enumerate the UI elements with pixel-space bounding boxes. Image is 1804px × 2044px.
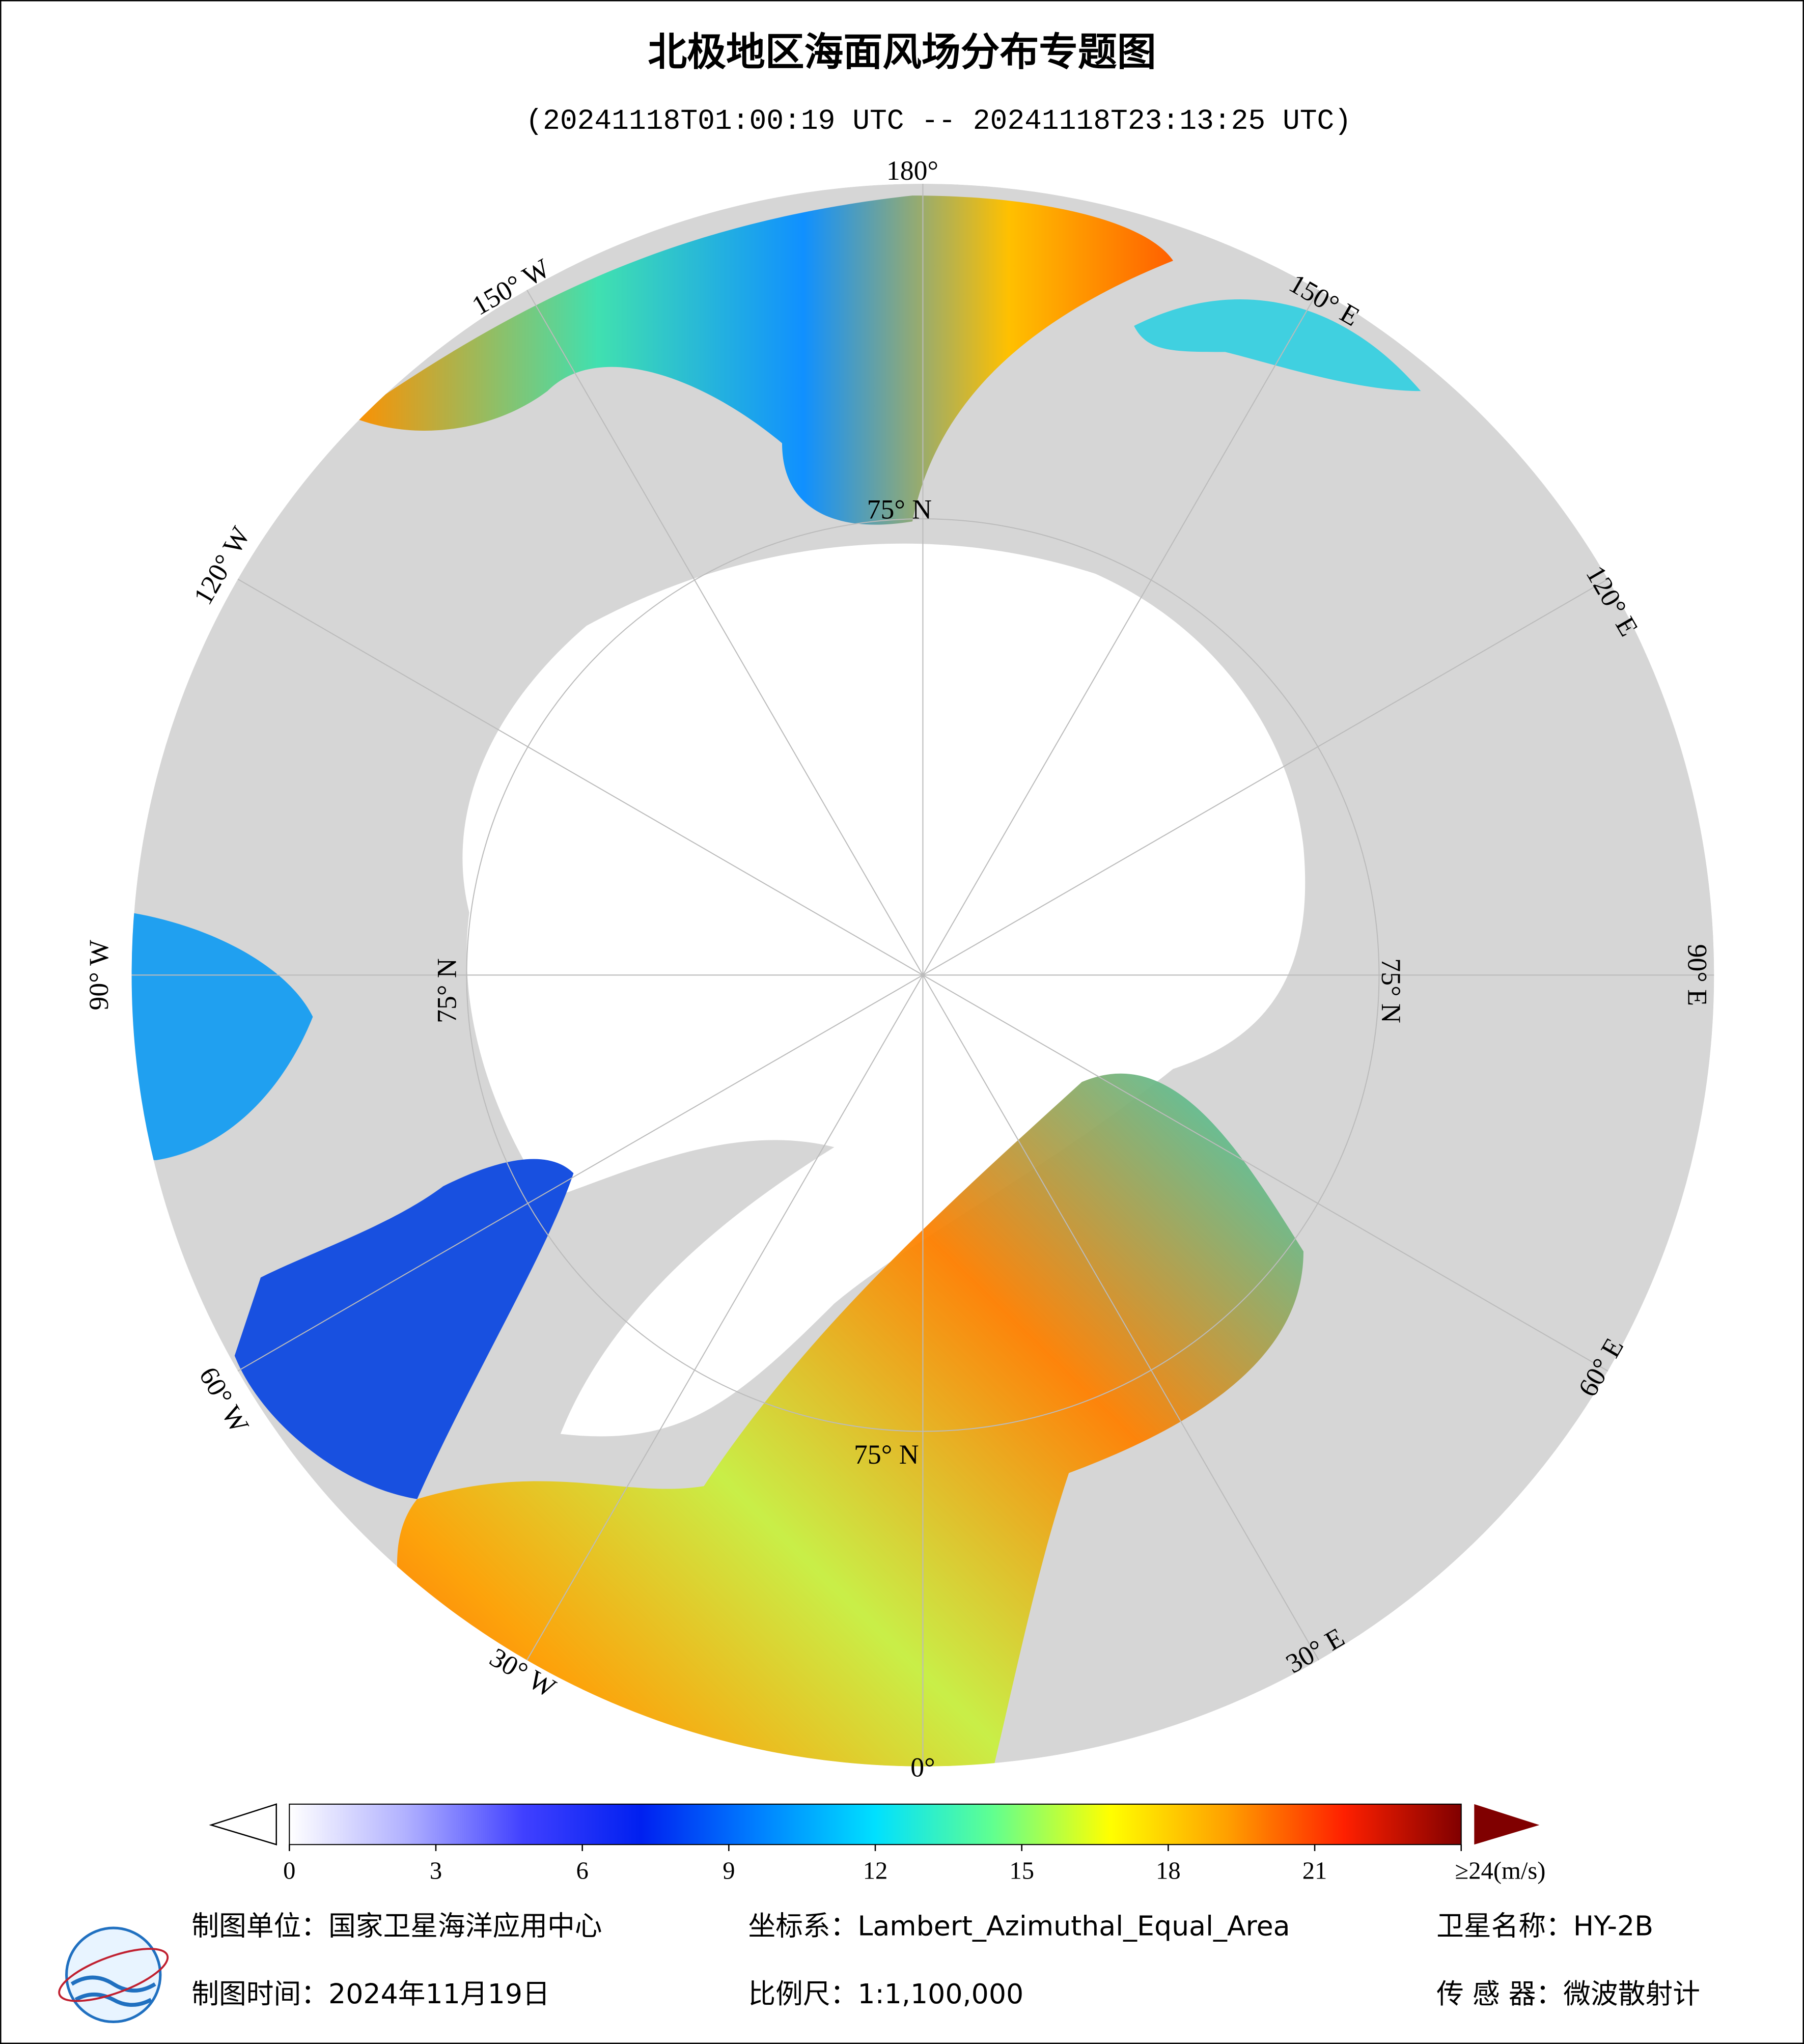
scale: 比例尺：1:1,100,000 — [748, 1978, 1023, 2010]
colorbar-tick-label: 0 — [283, 1857, 295, 1885]
colorbar-tick-label: ≥24(m/s) — [1455, 1857, 1546, 1885]
emblem — [58, 1926, 169, 2024]
longitude-label: 180° — [886, 155, 938, 186]
east-siberian-wind — [1134, 299, 1421, 391]
subtitle: (20241118T01:00:19 UTC -- 20241118T23:13… — [525, 105, 1351, 137]
longitude-label: 90° W — [84, 940, 114, 1011]
latitude-label: 75° N — [432, 958, 462, 1023]
colorbar: 0 3 6 9 12 15 18 21 ≥24(m/s) — [209, 1803, 1546, 1885]
colorbar-tick-label: 12 — [863, 1857, 888, 1885]
graticule — [131, 184, 1714, 1767]
latitude-label: 75° N — [854, 1439, 919, 1470]
colorbar-tick-label: 3 — [430, 1857, 442, 1885]
baffin-wind — [234, 1159, 574, 1499]
title: 北极地区海面风场分布专题图 — [648, 30, 1156, 75]
colorbar-tick-label: 15 — [1009, 1857, 1034, 1885]
pacific-wind — [352, 195, 1173, 525]
production-date: 制图时间：2024年11月19日 — [191, 1978, 550, 2010]
longitude-label: 90° E — [1682, 944, 1713, 1006]
colorbar-over — [1474, 1804, 1540, 1845]
colorbar-tick-label: 6 — [576, 1857, 589, 1885]
satellite: 卫星名称：HY-2B — [1436, 1910, 1653, 1942]
latitude-label: 75° N — [1376, 958, 1406, 1023]
arctic-ocean — [462, 543, 1306, 1437]
colorbar-scale — [289, 1803, 1462, 1845]
projection: 坐标系：Lambert_Azimuthal_Equal_Area — [748, 1910, 1290, 1942]
colorbar-tick-label: 21 — [1302, 1857, 1327, 1885]
latitude-label: 75° N — [867, 494, 932, 525]
producer: 制图单位：国家卫星海洋应用中心 — [191, 1910, 602, 1942]
longitude-label: 0° — [910, 1752, 935, 1783]
colorbar-tick-label: 9 — [723, 1857, 735, 1885]
sensor: 传 感 器：微波散射计 — [1436, 1978, 1700, 2010]
hudson-wind — [131, 912, 313, 1160]
colorbar-under — [209, 1803, 277, 1845]
colorbar-tick-label: 18 — [1156, 1857, 1181, 1885]
